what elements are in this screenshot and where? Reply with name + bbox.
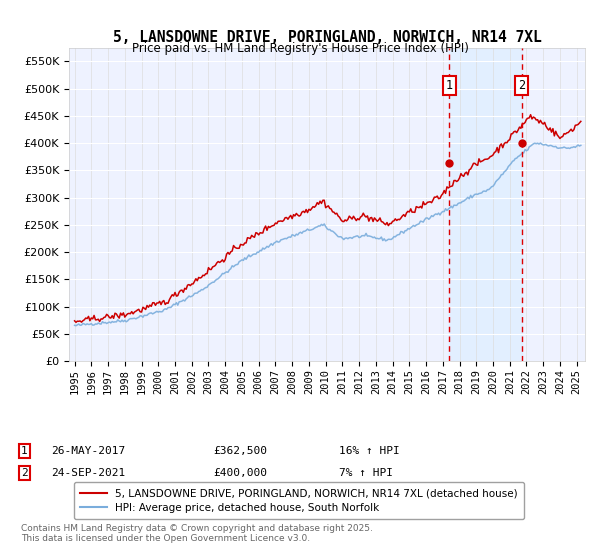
Text: 16% ↑ HPI: 16% ↑ HPI — [339, 446, 400, 456]
Legend: 5, LANSDOWNE DRIVE, PORINGLAND, NORWICH, NR14 7XL (detached house), HPI: Average: 5, LANSDOWNE DRIVE, PORINGLAND, NORWICH,… — [74, 482, 524, 519]
Text: £362,500: £362,500 — [213, 446, 267, 456]
Text: 2: 2 — [518, 80, 526, 92]
Text: 7% ↑ HPI: 7% ↑ HPI — [339, 468, 393, 478]
Text: 26-MAY-2017: 26-MAY-2017 — [51, 446, 125, 456]
Bar — [449, 48, 522, 361]
Text: Price paid vs. HM Land Registry's House Price Index (HPI): Price paid vs. HM Land Registry's House … — [131, 42, 469, 55]
Text: £400,000: £400,000 — [213, 468, 267, 478]
Title: 5, LANSDOWNE DRIVE, PORINGLAND, NORWICH, NR14 7XL: 5, LANSDOWNE DRIVE, PORINGLAND, NORWICH,… — [113, 30, 541, 45]
Text: 24-SEP-2021: 24-SEP-2021 — [51, 468, 125, 478]
Text: 1: 1 — [446, 80, 453, 92]
Text: 2: 2 — [21, 468, 28, 478]
Text: 1: 1 — [21, 446, 28, 456]
Text: Contains HM Land Registry data © Crown copyright and database right 2025.
This d: Contains HM Land Registry data © Crown c… — [21, 524, 373, 543]
